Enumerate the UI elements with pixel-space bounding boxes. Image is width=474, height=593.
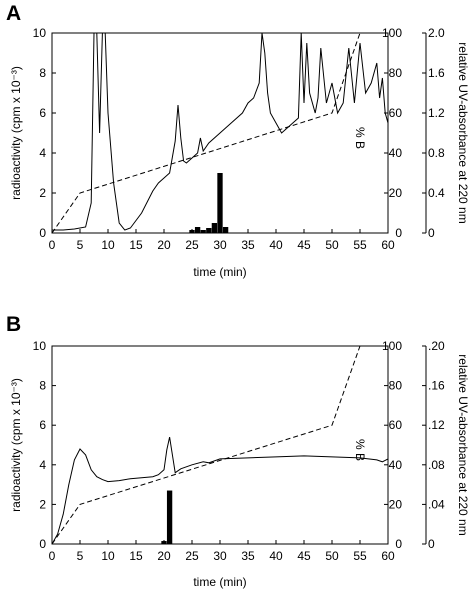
y3-tick-label: 0.4 bbox=[428, 186, 445, 200]
x-tick-label: 15 bbox=[129, 238, 143, 252]
y-tick-label: 0 bbox=[39, 537, 46, 551]
y3-tick-label: 0 bbox=[428, 537, 435, 551]
y-tick-label: 10 bbox=[33, 339, 47, 353]
x-tick-label: 45 bbox=[297, 238, 311, 252]
x-tick-label: 40 bbox=[269, 549, 283, 563]
x-tick-label: 55 bbox=[353, 549, 367, 563]
y2-tick-label: 100 bbox=[382, 339, 402, 353]
panel-letter: B bbox=[6, 313, 21, 336]
x-tick-label: 50 bbox=[325, 238, 339, 252]
y2-tick-label: 20 bbox=[389, 497, 403, 511]
y-axis-title: radioactivity (cpm x 10⁻³) bbox=[9, 66, 23, 200]
x-tick-label: 55 bbox=[353, 238, 367, 252]
percent-b-gradient-line bbox=[52, 33, 361, 233]
y-tick-label: 8 bbox=[39, 66, 46, 80]
y3-tick-label: 2.0 bbox=[428, 26, 445, 40]
radioactivity-bar bbox=[166, 490, 173, 544]
y3-tick-label: .16 bbox=[428, 379, 445, 393]
x-tick-label: 15 bbox=[129, 549, 143, 563]
radioactivity-bar bbox=[222, 227, 229, 233]
y-tick-label: 6 bbox=[39, 418, 46, 432]
y2-tick-label: 40 bbox=[389, 458, 403, 472]
x-tick-label: 5 bbox=[77, 238, 84, 252]
x-tick-label: 0 bbox=[49, 549, 56, 563]
x-tick-label: 50 bbox=[325, 549, 339, 563]
x-tick-label: 60 bbox=[381, 549, 395, 563]
x-tick-label: 35 bbox=[241, 549, 255, 563]
y2-tick-label: 80 bbox=[389, 66, 403, 80]
radioactivity-bar bbox=[189, 230, 195, 233]
y-tick-label: 6 bbox=[39, 106, 46, 120]
radioactivity-bar bbox=[217, 173, 223, 233]
radioactivity-bar bbox=[206, 228, 212, 233]
x-tick-label: 10 bbox=[101, 549, 115, 563]
y-tick-label: 8 bbox=[39, 379, 46, 393]
y2-axis-title: % B bbox=[353, 439, 367, 461]
y-tick-label: 10 bbox=[33, 26, 47, 40]
x-axis-title: time (min) bbox=[193, 265, 246, 279]
uv-absorbance-line bbox=[52, 33, 388, 231]
radioactivity-bar bbox=[211, 223, 218, 233]
x-tick-label: 25 bbox=[185, 549, 199, 563]
y3-axis-title: relative UV-absorbance at 220 nm bbox=[456, 354, 470, 535]
y3-tick-label: .12 bbox=[428, 418, 445, 432]
y3-axis-title: relative UV-absorbance at 220 nm bbox=[456, 42, 470, 223]
plot-frame bbox=[51, 345, 389, 545]
x-tick-label: 30 bbox=[213, 238, 227, 252]
y2-tick-label: 60 bbox=[389, 418, 403, 432]
y3-tick-label: 0.8 bbox=[428, 146, 445, 160]
panel-a: A 0 5 10 15 20 25 30 35 40 45 50 55 60 time (min) 0 2 4 6 8… bbox=[6, 2, 470, 279]
y-tick-label: 4 bbox=[39, 458, 46, 472]
y3-tick-label: 0 bbox=[428, 226, 435, 240]
y3-tick-label: .20 bbox=[428, 339, 445, 353]
y2-tick-label: 80 bbox=[389, 379, 403, 393]
x-tick-label: 35 bbox=[241, 238, 255, 252]
x-tick-label: 45 bbox=[297, 549, 311, 563]
y2-tick-label: 100 bbox=[382, 26, 402, 40]
x-tick-label: 10 bbox=[101, 238, 115, 252]
y-tick-label: 2 bbox=[39, 497, 46, 511]
y2-tick-label: 60 bbox=[389, 106, 403, 120]
y2-tick-label: 20 bbox=[389, 186, 403, 200]
x-tick-label: 30 bbox=[213, 549, 227, 563]
y3-tick-label: .08 bbox=[428, 458, 445, 472]
x-tick-label: 5 bbox=[77, 549, 84, 563]
x-axis-title: time (min) bbox=[193, 575, 246, 589]
x-tick-label: 60 bbox=[381, 238, 395, 252]
y2-axis-title: % B bbox=[353, 127, 367, 149]
radioactivity-bar bbox=[194, 227, 201, 233]
uv-absorbance-line bbox=[52, 436, 388, 544]
radioactivity-bar bbox=[200, 230, 206, 233]
y-tick-label: 4 bbox=[39, 146, 46, 160]
y3-tick-label: 1.6 bbox=[428, 66, 445, 80]
percent-b-gradient-line bbox=[52, 346, 361, 544]
y2-tick-label: 40 bbox=[389, 146, 403, 160]
y-tick-label: 0 bbox=[39, 226, 46, 240]
y2-tick-label: 0 bbox=[395, 226, 402, 240]
y-axis-title: radioactivity (cpm x 10⁻³) bbox=[9, 378, 23, 512]
panel-b: B 0 5 10 15 20 25 30 35 40 45 50 55 60 time (min) 0 2 4 6 8… bbox=[6, 313, 470, 589]
y3-tick-label: 1.2 bbox=[428, 106, 445, 120]
y-tick-label: 2 bbox=[39, 186, 46, 200]
radioactivity-bar bbox=[161, 541, 167, 544]
y3-tick-label: .04 bbox=[428, 497, 445, 511]
y2-tick-label: 0 bbox=[395, 537, 402, 551]
x-tick-label: 40 bbox=[269, 238, 283, 252]
x-tick-label: 25 bbox=[185, 238, 199, 252]
x-tick-label: 0 bbox=[49, 238, 56, 252]
panel-letter: A bbox=[6, 2, 21, 25]
x-tick-label: 20 bbox=[157, 238, 171, 252]
x-tick-label: 20 bbox=[157, 549, 171, 563]
